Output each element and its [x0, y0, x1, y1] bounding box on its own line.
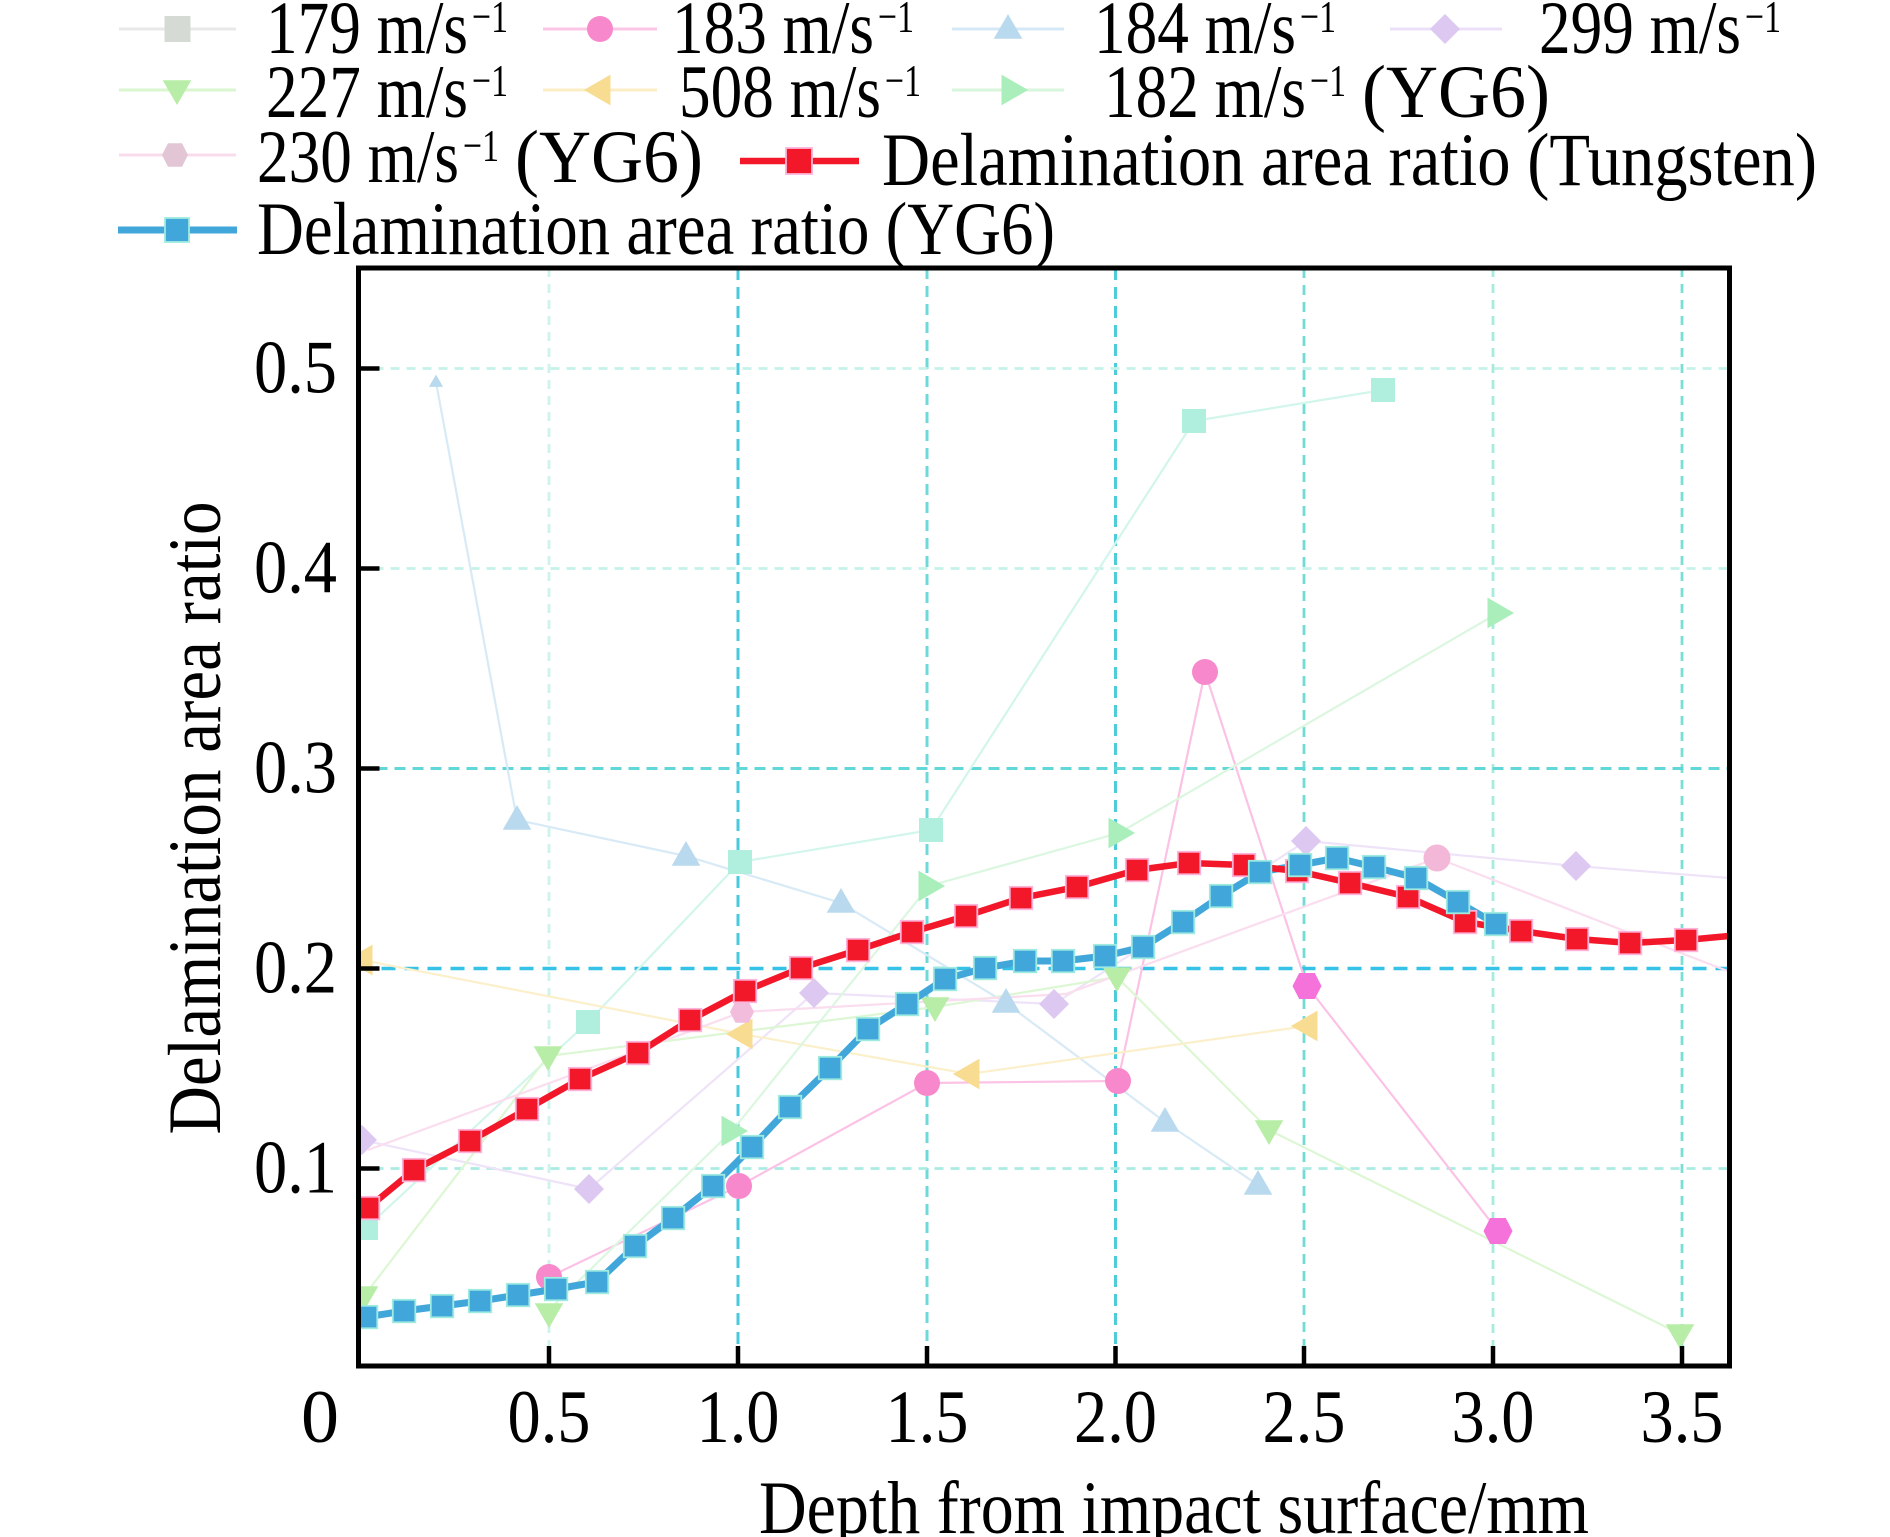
svg-text:3.5: 3.5 [1641, 1376, 1724, 1459]
svg-text:0.4: 0.4 [254, 527, 337, 610]
svg-text:2.0: 2.0 [1074, 1376, 1157, 1459]
svg-text:0.5: 0.5 [254, 327, 337, 410]
svg-text:227 m/s: 227 m/s [266, 51, 468, 134]
svg-text:0.5: 0.5 [508, 1376, 591, 1459]
svg-text:(YG6): (YG6) [1362, 51, 1550, 134]
svg-text:230 m/s: 230 m/s [257, 116, 459, 199]
svg-text:Delamination area ratio (Tungs: Delamination area ratio (Tungsten) [882, 119, 1817, 202]
svg-text:2.5: 2.5 [1263, 1376, 1346, 1459]
svg-text:Delamination area ratio (YG6): Delamination area ratio (YG6) [257, 188, 1055, 271]
svg-text:0.1: 0.1 [254, 1127, 337, 1210]
svg-text:182 m/s: 182 m/s [1104, 51, 1306, 134]
svg-text:183 m/s: 183 m/s [672, 0, 874, 70]
svg-text:−1: −1 [885, 55, 921, 106]
svg-text:(YG6): (YG6) [515, 116, 703, 199]
svg-text:299 m/s: 299 m/s [1539, 0, 1741, 70]
svg-text:−1: −1 [463, 120, 499, 171]
svg-text:−1: −1 [1310, 55, 1346, 106]
svg-text:0.2: 0.2 [254, 927, 337, 1010]
svg-text:−1: −1 [1745, 0, 1781, 42]
svg-text:179 m/s: 179 m/s [266, 0, 468, 70]
svg-text:1.5: 1.5 [886, 1376, 969, 1459]
svg-text:3.0: 3.0 [1452, 1376, 1535, 1459]
svg-text:Depth from impact surface/mm: Depth from impact surface/mm [759, 1467, 1589, 1537]
svg-text:184 m/s: 184 m/s [1094, 0, 1296, 70]
svg-text:508 m/s: 508 m/s [679, 51, 881, 134]
svg-text:1.0: 1.0 [697, 1376, 780, 1459]
svg-text:−1: −1 [1300, 0, 1336, 42]
svg-text:Delamination area ratio: Delamination area ratio [154, 502, 237, 1135]
svg-text:−1: −1 [472, 0, 508, 42]
svg-text:−1: −1 [472, 55, 508, 106]
svg-text:0: 0 [301, 1376, 339, 1459]
svg-text:0.3: 0.3 [254, 727, 337, 810]
svg-text:−1: −1 [878, 0, 914, 42]
